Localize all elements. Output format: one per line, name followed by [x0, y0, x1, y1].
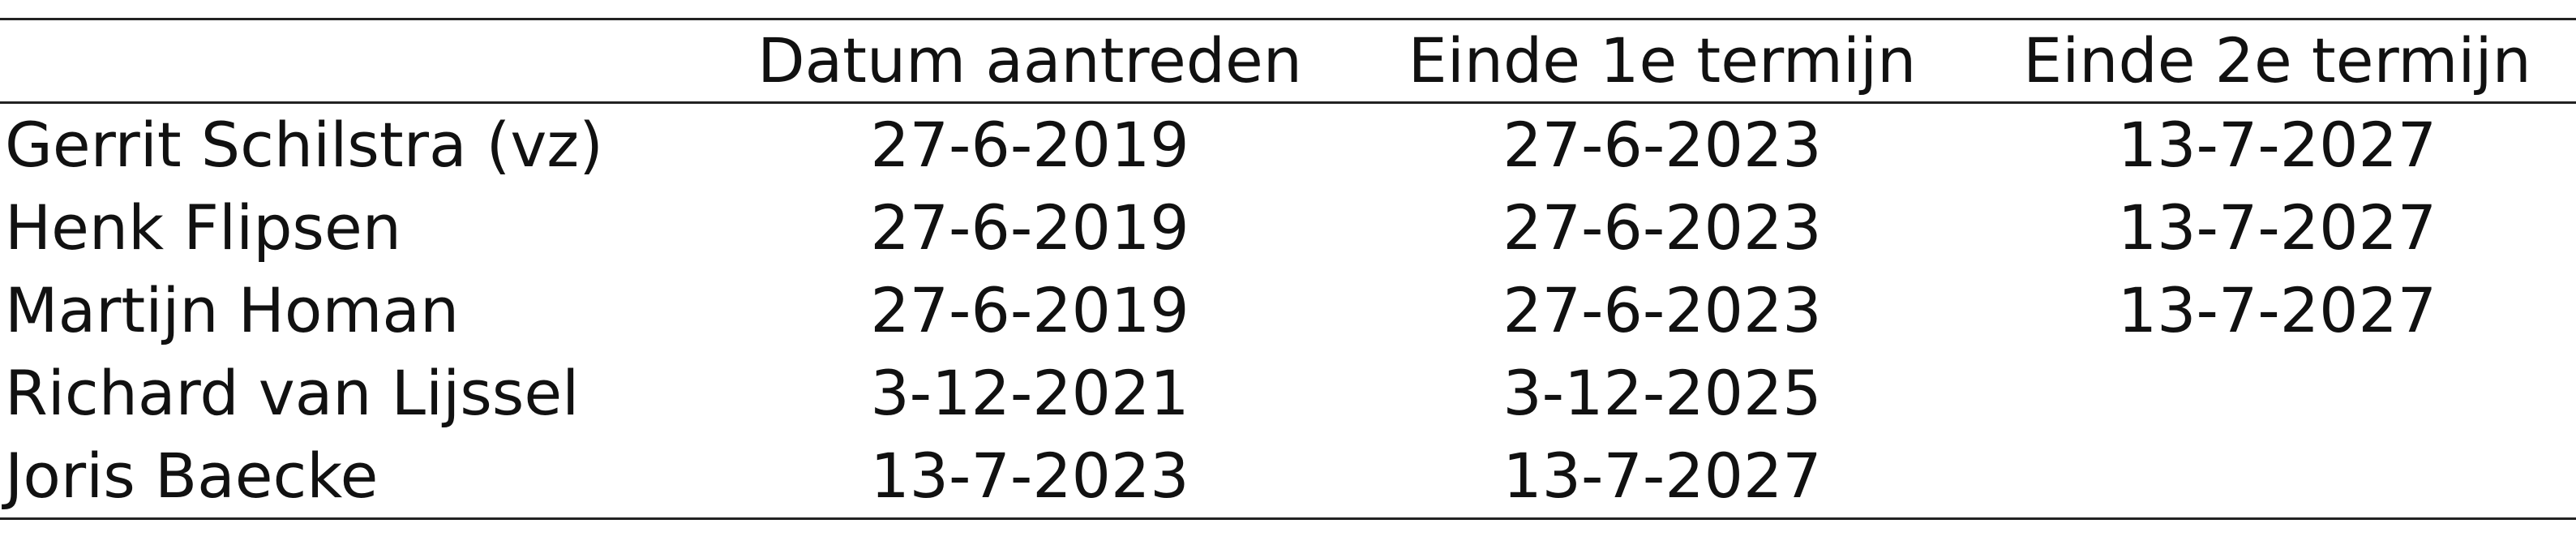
member-name: Joris Baecke	[5, 440, 379, 512]
end-second-term	[1978, 435, 2576, 519]
start-date: 27-6-2019	[870, 274, 1189, 346]
board-terms-table: Datum aantreden Einde 1e termijn Einde 2…	[0, 18, 2576, 520]
start-date: 3-12-2021	[870, 357, 1189, 429]
end-first-term: 3-12-2025	[1502, 357, 1822, 429]
end-first-term: 13-7-2027	[1502, 440, 1822, 512]
header-start-date: Datum aantreden	[757, 24, 1302, 97]
member-name: Gerrit Schilstra (vz)	[5, 109, 603, 181]
table-body: Gerrit Schilstra (vz) 27-6-2019 27-6-202…	[0, 103, 2576, 519]
header-name	[0, 19, 714, 103]
member-name: Martijn Homan	[5, 274, 460, 346]
header-row: Datum aantreden Einde 1e termijn Einde 2…	[0, 19, 2576, 103]
header-end-second-term: Einde 2e termijn	[2023, 24, 2531, 97]
end-second-term: 13-7-2027	[2117, 191, 2437, 264]
start-date: 13-7-2023	[870, 440, 1189, 512]
member-name: Richard van Lijssel	[5, 357, 580, 429]
end-first-term: 27-6-2023	[1502, 109, 1822, 181]
end-second-term: 13-7-2027	[2117, 109, 2437, 181]
member-name: Henk Flipsen	[5, 191, 401, 264]
board-terms-table-container: Datum aantreden Einde 1e termijn Einde 2…	[0, 18, 2576, 520]
end-second-term: 13-7-2027	[2117, 274, 2437, 346]
table-header: Datum aantreden Einde 1e termijn Einde 2…	[0, 19, 2576, 103]
table-row: Henk Flipsen 27-6-2019 27-6-2023 13-7-20…	[0, 187, 2576, 269]
end-first-term: 27-6-2023	[1502, 274, 1822, 346]
header-end-first-term: Einde 1e termijn	[1408, 24, 1917, 97]
table-row: Richard van Lijssel 3-12-2021 3-12-2025	[0, 352, 2576, 435]
table-row: Joris Baecke 13-7-2023 13-7-2027	[0, 435, 2576, 519]
start-date: 27-6-2019	[870, 191, 1189, 264]
table-row: Gerrit Schilstra (vz) 27-6-2019 27-6-202…	[0, 103, 2576, 187]
start-date: 27-6-2019	[870, 109, 1189, 181]
end-first-term: 27-6-2023	[1502, 191, 1822, 264]
end-second-term	[1978, 352, 2576, 435]
table-row: Martijn Homan 27-6-2019 27-6-2023 13-7-2…	[0, 269, 2576, 352]
